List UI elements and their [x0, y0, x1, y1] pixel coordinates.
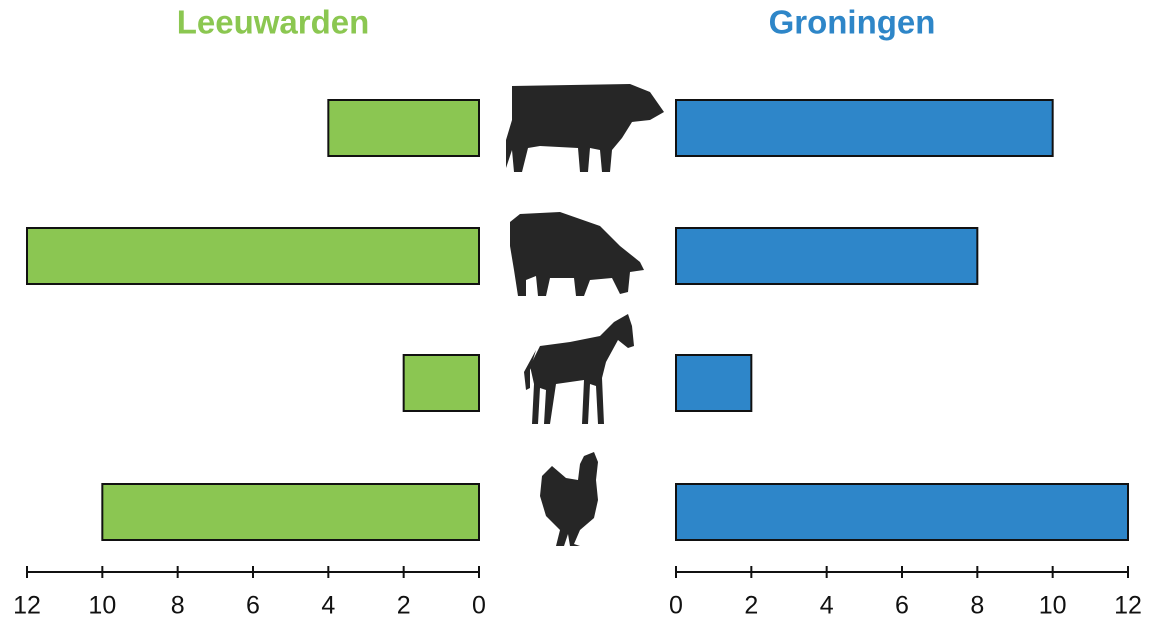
- bar: [404, 355, 479, 411]
- x-tick-label: 2: [744, 592, 758, 620]
- bar: [676, 484, 1128, 540]
- x-tick-label: 8: [171, 592, 185, 620]
- cow-icon: [506, 84, 664, 172]
- horse-icon: [524, 314, 634, 424]
- pig-icon: [510, 212, 644, 296]
- x-tick-label: 4: [820, 592, 834, 620]
- x-tick-label: 4: [321, 592, 335, 620]
- bar: [676, 100, 1053, 156]
- bar: [102, 484, 479, 540]
- x-tick-label: 8: [970, 592, 984, 620]
- animal-icons: [506, 84, 664, 546]
- bar: [328, 100, 479, 156]
- chicken-icon: [540, 452, 598, 546]
- x-tick-label: 6: [246, 592, 260, 620]
- x-tick-label: 12: [1114, 592, 1142, 620]
- bar: [27, 228, 479, 284]
- x-tick-label: 0: [472, 592, 486, 620]
- x-tick-label: 10: [88, 592, 116, 620]
- x-tick-label: 10: [1039, 592, 1067, 620]
- x-tick-label: 0: [669, 592, 683, 620]
- chart-title: Groningen: [769, 4, 936, 41]
- bar: [676, 228, 977, 284]
- x-tick-label: 6: [895, 592, 909, 620]
- chart-title: Leeuwarden: [177, 4, 370, 41]
- x-tick-label: 2: [397, 592, 411, 620]
- x-tick-label: 12: [13, 592, 41, 620]
- chart: Leeuwarden 12 10 8 6 4 2 0 Groningen 0 2 4 6 8 10 12: [0, 0, 1156, 623]
- bar: [676, 355, 751, 411]
